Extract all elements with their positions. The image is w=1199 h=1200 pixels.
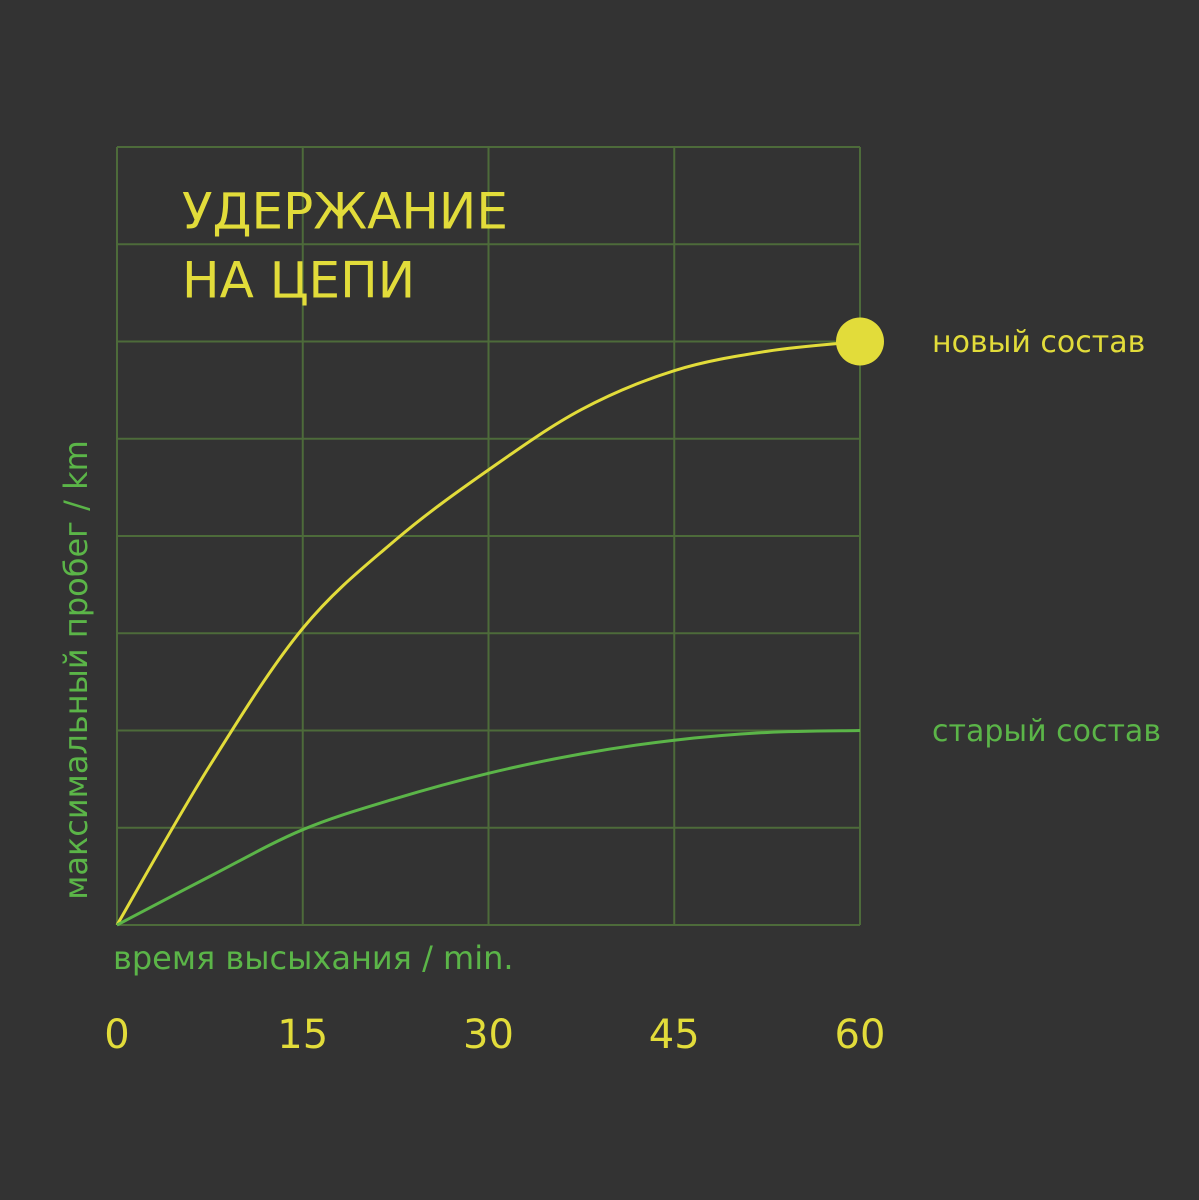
x-tick-label: 45: [649, 1012, 700, 1058]
x-tick-label: 0: [104, 1012, 129, 1058]
chart-title: УДЕРЖАНИЕ: [182, 183, 508, 241]
series-line: [116, 729, 861, 927]
legend-label: новый состав: [932, 325, 1145, 360]
x-tick-label: 30: [463, 1012, 514, 1058]
x-tick-label: 15: [277, 1012, 328, 1058]
series-line: [115, 340, 861, 926]
grid: [116, 146, 861, 926]
x-axis-label: время высыхания / min.: [113, 939, 514, 977]
x-tick-label: 60: [835, 1012, 886, 1058]
legend-label: старый состав: [932, 714, 1161, 749]
y-axis-label: максимальный пробег / km: [57, 440, 95, 900]
end-marker: [836, 317, 884, 366]
chart-title: НА ЦЕПИ: [182, 252, 415, 310]
